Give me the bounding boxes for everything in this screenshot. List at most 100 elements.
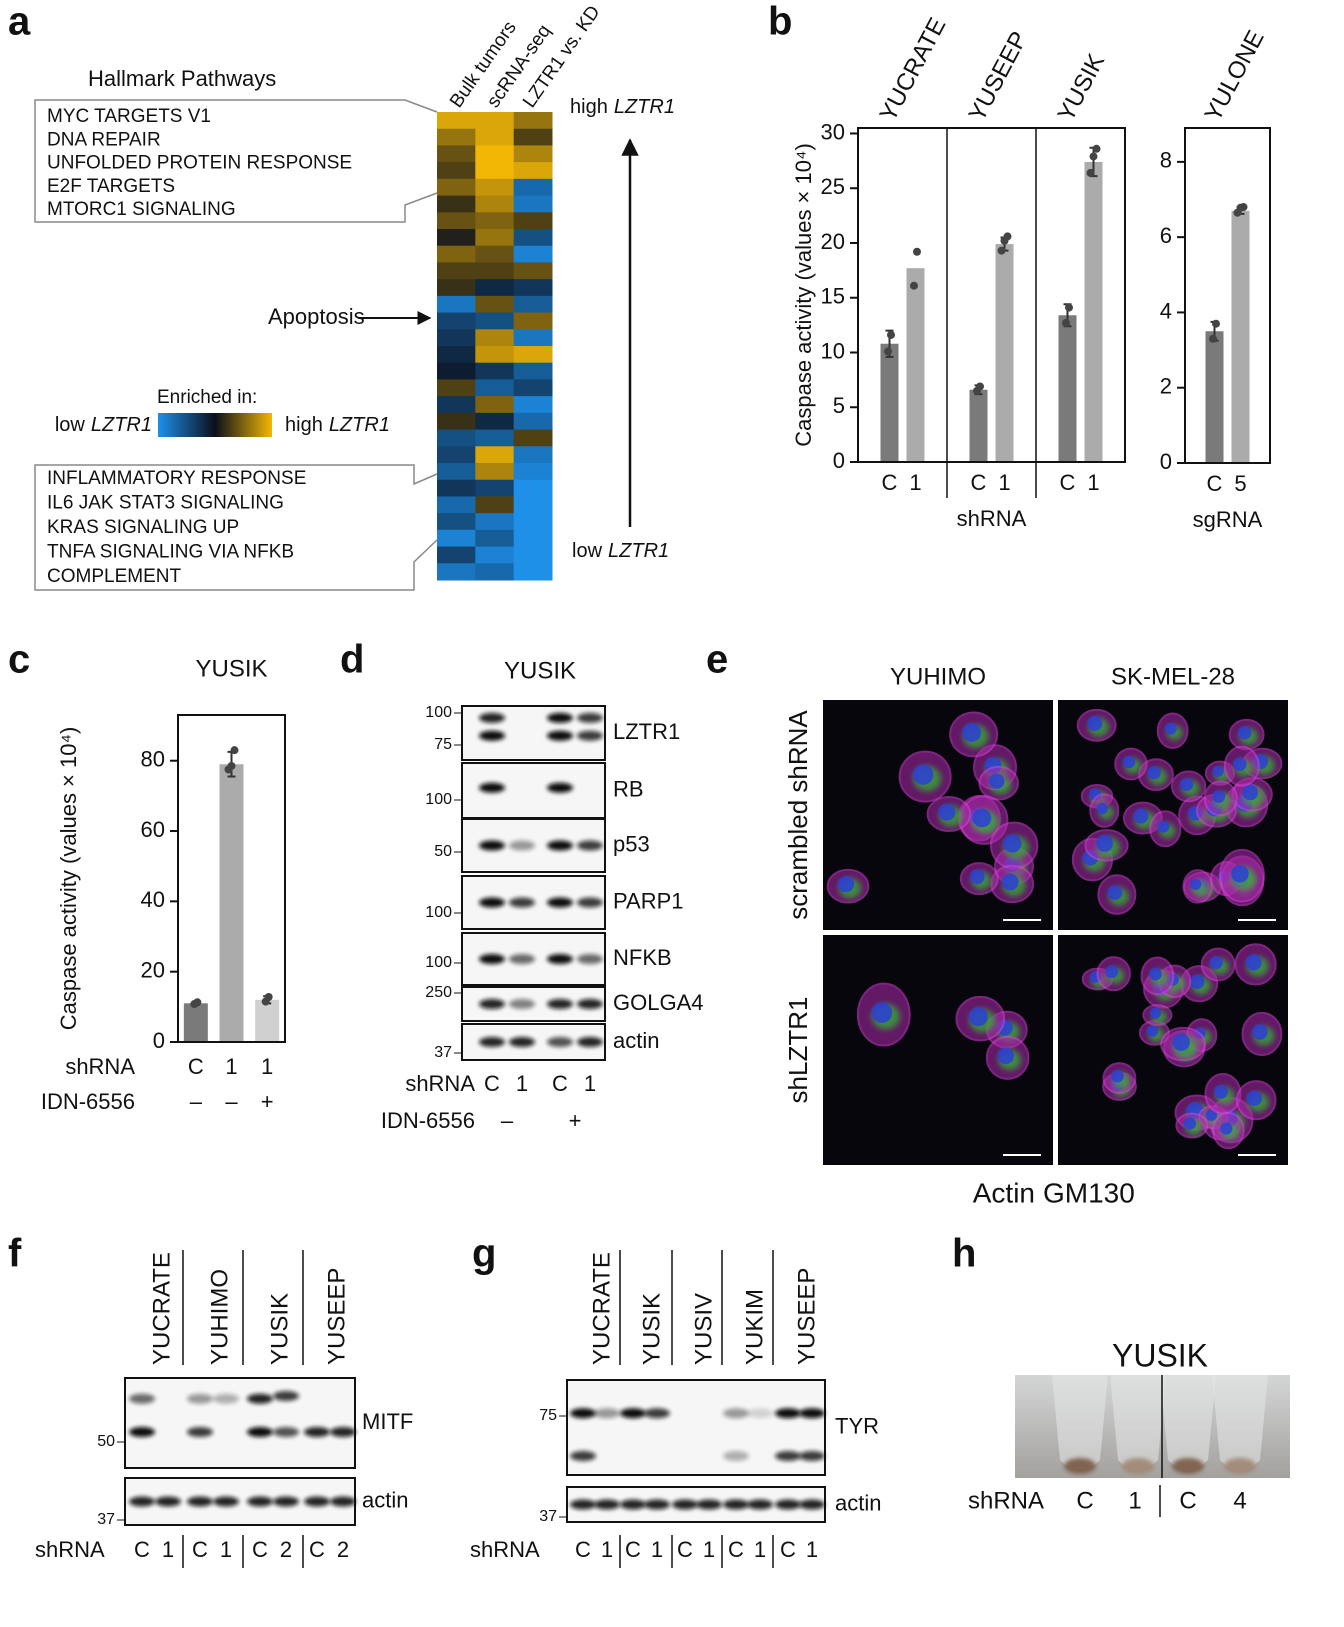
protein-label: MITF (362, 1409, 413, 1434)
band (723, 1408, 749, 1419)
gene-name: LZTR1 (91, 414, 152, 436)
lane: 1 (1128, 1487, 1141, 1514)
heading: Hallmark Pathways (88, 66, 276, 91)
marker-label: 100 (425, 704, 452, 721)
band (509, 840, 535, 851)
lane: 1 (516, 1071, 528, 1096)
group-title: YUSEEP (793, 1268, 820, 1365)
band (479, 897, 505, 908)
band (273, 1496, 299, 1507)
y-tick-label: 0 (1160, 449, 1172, 474)
cell-nucleus (938, 803, 956, 821)
stain-label: Actin (973, 1177, 1035, 1208)
lane: 2 (337, 1537, 349, 1562)
data-point (1092, 144, 1101, 153)
marker-label: 100 (425, 954, 452, 971)
heatmap-cell (437, 262, 476, 280)
lane: C (677, 1537, 693, 1562)
band (547, 712, 573, 723)
y-tick-label: 8 (1160, 148, 1172, 173)
lane: C (134, 1537, 150, 1562)
lane: 1 (220, 1537, 232, 1562)
y-tick-label: 20 (141, 957, 165, 982)
pellet (1122, 1458, 1154, 1474)
band (570, 1451, 596, 1461)
pathway: IL6 JAK STAT3 SIGNALING (47, 493, 284, 514)
band (620, 1499, 646, 1510)
y-axis-label: Caspase activity (values × 10⁴) (56, 727, 81, 1031)
band (570, 1408, 596, 1419)
heatmap-cell (437, 346, 476, 364)
band (747, 1499, 773, 1510)
heatmap-cell (437, 295, 476, 314)
bar (995, 244, 1014, 462)
protein-label: p53 (613, 831, 650, 856)
cell-nucleus (1209, 955, 1223, 970)
pathway: KRAS SIGNALING UP (47, 517, 239, 538)
band (509, 1037, 535, 1047)
band (547, 730, 573, 741)
bar (1084, 161, 1103, 462)
lane: C (575, 1537, 591, 1562)
band (799, 1451, 825, 1461)
protein-label: GOLGA4 (613, 990, 703, 1015)
heatmap-cell (475, 412, 515, 431)
cell-nucleus (1096, 803, 1108, 815)
bar (906, 268, 925, 462)
lane: C (780, 1537, 796, 1562)
band (479, 1037, 505, 1047)
heatmap-cell (475, 112, 515, 130)
data-point (1003, 232, 1012, 241)
pathway: TNFA SIGNALING VIA NFKB (47, 542, 294, 563)
lane: 1 (601, 1537, 613, 1562)
band (577, 840, 603, 851)
band (547, 897, 573, 908)
band (775, 1451, 801, 1461)
lane: 1 (584, 1071, 596, 1096)
heatmap-cell (475, 229, 515, 247)
y-tick-label: 80 (141, 747, 165, 772)
marker-label: 250 (425, 984, 452, 1001)
cell-nucleus (912, 764, 934, 785)
band (213, 1393, 239, 1404)
marker-label: 75 (539, 1407, 557, 1424)
cell-nucleus (1157, 820, 1170, 833)
y-tick-label: 0 (153, 1028, 165, 1053)
pathway: COMPLEMENT (47, 566, 181, 587)
heatmap-cell (475, 329, 515, 347)
legend-high: high LZTR1 (285, 414, 390, 436)
heatmap-cell (475, 546, 515, 564)
band (330, 1427, 356, 1437)
treatment-label: IDN-6556 (41, 1089, 135, 1114)
heatmap-cell (475, 446, 515, 464)
heatmap-cell (475, 396, 515, 414)
stain-label: GM130 (1043, 1177, 1135, 1208)
axis-low: low LZTR1 (572, 540, 669, 562)
band (273, 1391, 299, 1401)
lane: C (484, 1071, 500, 1096)
heatmap-cell (513, 429, 553, 447)
heatmap-cell (513, 178, 553, 197)
protein-label: actin (835, 1490, 881, 1515)
plot-frame (857, 127, 1126, 463)
heatmap-cell (475, 312, 515, 330)
heatmap-cell (437, 112, 476, 130)
heatmap-cell (437, 229, 476, 247)
lane-label: shRNA (470, 1537, 540, 1562)
y-tick-label: 2 (1160, 374, 1172, 399)
band (187, 1427, 213, 1437)
marker-label: 37 (434, 1044, 452, 1061)
heatmap-cell (513, 346, 553, 364)
heatmap-cell (513, 379, 553, 397)
heatmap-cell (437, 195, 476, 213)
heatmap-cell (475, 496, 515, 514)
heatmap-cell (513, 312, 553, 330)
band (799, 1408, 825, 1419)
heatmap-cell (437, 279, 476, 297)
heatmap-cell (437, 513, 476, 531)
bar (183, 1003, 208, 1042)
band (479, 840, 505, 851)
cell-nucleus (1133, 808, 1149, 824)
data-point (230, 746, 239, 755)
bar (219, 764, 244, 1042)
